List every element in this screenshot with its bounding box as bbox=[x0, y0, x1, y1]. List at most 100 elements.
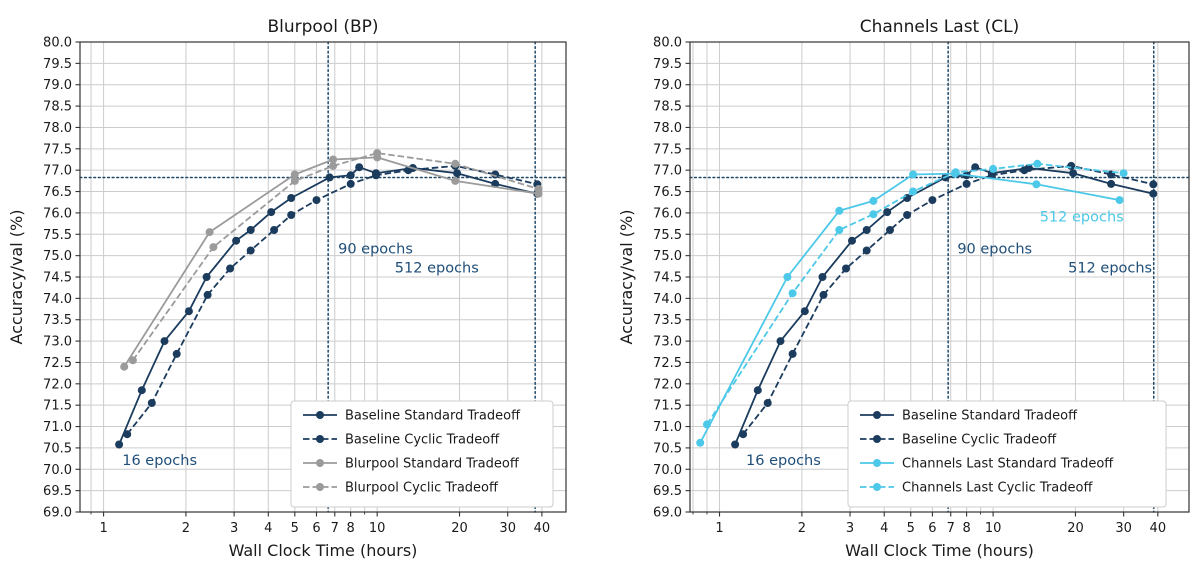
legend-box bbox=[847, 400, 1167, 508]
data-point-marker bbox=[971, 163, 980, 172]
data-point-marker bbox=[123, 430, 132, 439]
annotation-16-epochs: 16 epochs bbox=[746, 453, 821, 469]
legend-label: Baseline Cyclic Tradeoff bbox=[345, 433, 500, 448]
x-tick-label: 5 bbox=[907, 521, 915, 536]
blurpool-bp-panel: 1 2 3 4 5 6 7 8 10 20 30 40 Wall Clock Time (hours) 6… bbox=[7, 17, 567, 560]
x-tick-label: 8 bbox=[347, 521, 355, 536]
legend-label: Channels Last Standard Tradeoff bbox=[902, 457, 1114, 472]
x-tick-label: 2 bbox=[182, 521, 190, 536]
data-point-marker bbox=[1107, 179, 1116, 188]
y-tick-label: 75.5 bbox=[43, 228, 72, 243]
legend-entry-blurpool-cyclic-tradeoff: Blurpool Cyclic Tradeoff bbox=[303, 481, 499, 496]
data-point-marker bbox=[287, 194, 296, 202]
y-tick-label: 78.0 bbox=[43, 121, 72, 136]
legend-entry-baseline-standard-tradeoff: Baseline Standard Tradeoff bbox=[303, 409, 521, 424]
series-line bbox=[126, 165, 538, 435]
legend-entry-baseline-standard-tradeoff: Baseline Standard Tradeoff bbox=[860, 409, 1078, 424]
series-channels-last-cyclic-tradeoff bbox=[703, 159, 1128, 429]
data-point-marker bbox=[909, 170, 918, 179]
data-point-marker bbox=[1032, 180, 1041, 189]
data-point-marker bbox=[819, 290, 828, 299]
data-point-marker bbox=[800, 307, 809, 316]
data-point-marker bbox=[372, 171, 380, 180]
data-point-marker bbox=[1115, 196, 1124, 205]
legend-sample-marker bbox=[873, 459, 881, 467]
legend-label: Baseline Standard Tradeoff bbox=[902, 409, 1078, 424]
annotation-512-epochs: 512 epochs bbox=[1068, 261, 1152, 277]
data-point-marker bbox=[1067, 161, 1076, 170]
series-baseline-standard-tradeoff bbox=[731, 163, 1158, 449]
legend-label: Blurpool Cyclic Tradeoff bbox=[345, 481, 499, 496]
data-point-marker bbox=[818, 273, 827, 281]
x-tick-label: 40 bbox=[1150, 521, 1167, 536]
data-point-marker bbox=[869, 210, 878, 219]
legend: Baseline Standard Tradeoff Baseline Cycli… bbox=[847, 400, 1167, 508]
legend-sample-marker bbox=[316, 435, 324, 443]
annotation-512-epochs: 512 epochs bbox=[1040, 209, 1124, 225]
data-point-marker bbox=[453, 169, 462, 178]
data-point-marker bbox=[1020, 166, 1029, 175]
data-point-marker bbox=[534, 185, 543, 193]
annotation-512-epochs: 512 epochs bbox=[395, 261, 479, 277]
data-point-marker bbox=[788, 349, 797, 358]
y-tick-label: 72.5 bbox=[653, 356, 682, 371]
chart-title: Channels Last (CL) bbox=[860, 17, 1019, 37]
legend-sample-marker bbox=[873, 483, 881, 491]
y-tick-label: 80.0 bbox=[43, 36, 72, 51]
data-point-marker bbox=[739, 430, 748, 439]
y-tick-label: 78.5 bbox=[43, 100, 72, 115]
legend-sample-marker bbox=[316, 459, 324, 467]
data-point-marker bbox=[928, 196, 937, 205]
data-point-marker bbox=[1033, 159, 1042, 168]
x-tick-label: 4 bbox=[264, 521, 272, 536]
data-point-marker bbox=[962, 179, 971, 188]
y-tick-label: 78.0 bbox=[653, 121, 682, 136]
y-tick-label: 69.0 bbox=[653, 506, 682, 521]
data-point-marker bbox=[232, 236, 241, 245]
y-tick-label: 72.0 bbox=[43, 377, 72, 392]
data-point-marker bbox=[172, 349, 181, 358]
y-tick-label: 74.0 bbox=[43, 292, 72, 307]
data-point-marker bbox=[783, 273, 792, 281]
y-tick-label: 76.5 bbox=[43, 185, 72, 200]
data-point-marker bbox=[835, 206, 844, 215]
x-tick-label: 40 bbox=[534, 521, 551, 536]
data-point-marker bbox=[115, 440, 124, 449]
data-point-marker bbox=[869, 196, 878, 205]
series-line bbox=[699, 172, 1120, 444]
y-tick-label: 73.5 bbox=[43, 313, 72, 328]
data-point-marker bbox=[1119, 169, 1128, 178]
y-tick-label: 77.5 bbox=[43, 142, 72, 157]
data-point-marker bbox=[451, 159, 460, 168]
y-tick-label: 73.0 bbox=[43, 335, 72, 350]
y-tick-label: 76.5 bbox=[653, 185, 682, 200]
x-tick-label: 6 bbox=[312, 521, 320, 536]
y-tick-label: 79.5 bbox=[653, 57, 682, 72]
y-tick-label: 72.0 bbox=[653, 377, 682, 392]
data-point-marker bbox=[848, 236, 856, 245]
y-tick-label: 69.5 bbox=[653, 484, 682, 499]
data-point-marker bbox=[120, 362, 129, 371]
x-tick-label: 4 bbox=[880, 521, 888, 536]
data-point-marker bbox=[903, 194, 912, 202]
data-point-marker bbox=[703, 420, 711, 429]
data-point-marker bbox=[886, 226, 894, 234]
x-tick-label: 3 bbox=[846, 521, 854, 536]
y-tick-label: 76.0 bbox=[43, 206, 72, 221]
data-point-marker bbox=[989, 164, 998, 173]
x-axis-label: Wall Clock Time (hours) bbox=[845, 541, 1034, 560]
x-tick-label: 10 bbox=[369, 521, 386, 536]
series-blurpool-standard-tradeoff bbox=[120, 153, 543, 371]
x-tick-label: 1 bbox=[99, 521, 107, 536]
legend-entry-blurpool-standard-tradeoff: Blurpool Standard Tradeoff bbox=[303, 457, 520, 472]
legend-sample-marker bbox=[316, 483, 324, 491]
x-tick-label: 7 bbox=[331, 521, 339, 536]
data-point-marker bbox=[355, 163, 364, 172]
x-tick-label: 2 bbox=[798, 521, 806, 536]
x-tick-label: 6 bbox=[928, 521, 936, 536]
legend-label: Baseline Cyclic Tradeoff bbox=[902, 433, 1057, 448]
x-tick-label: 20 bbox=[1067, 521, 1084, 536]
y-tick-label: 79.5 bbox=[43, 57, 72, 72]
